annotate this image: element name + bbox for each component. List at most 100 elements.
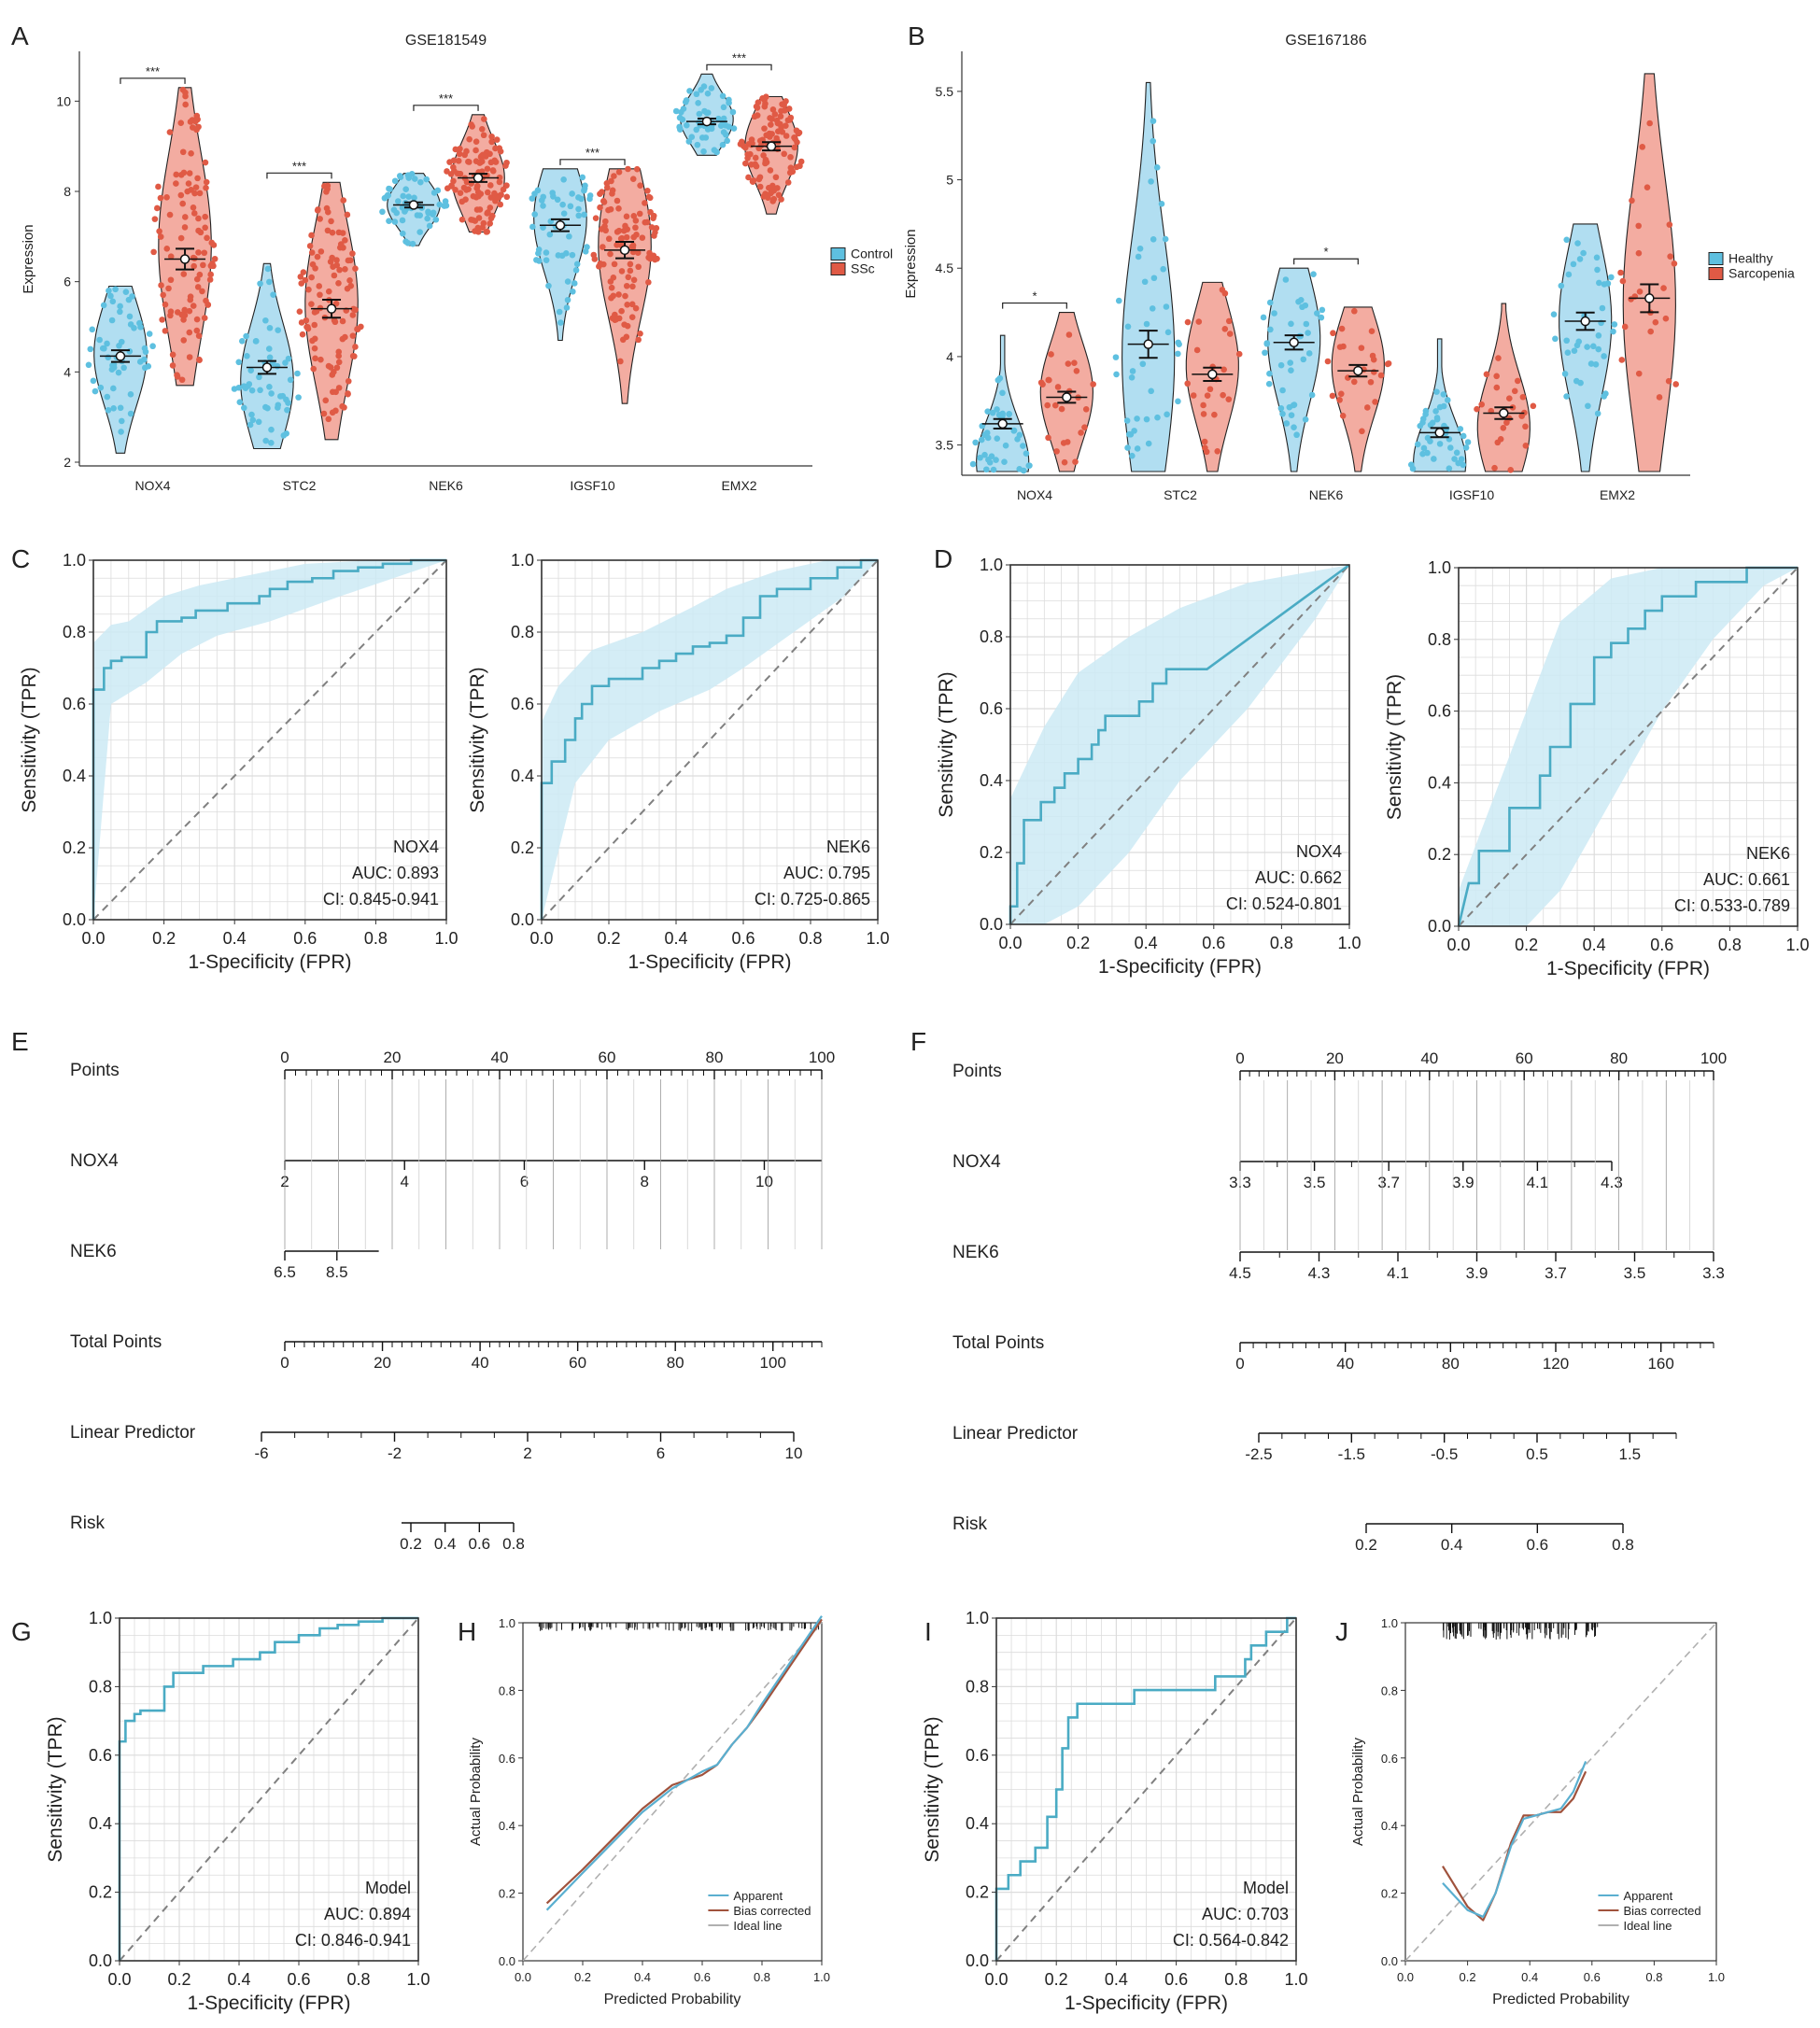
case-point [639,234,646,241]
y-tick-label: 0.0 [1428,917,1451,936]
case-point [741,160,749,167]
control-point [560,210,568,218]
control-point [240,404,247,412]
control-point [559,201,566,208]
control-point [1305,350,1313,357]
roc-panel-g: 0.00.0 0.2 0.2 0.4 0.4 0.6 0.6 0.8 0.8 1.0 1.0 1-Sp… [45,1609,430,2014]
mean-point [1434,428,1445,438]
control-point [683,97,690,104]
case-point [1635,222,1643,230]
control-point [1305,330,1311,336]
control-point [1136,245,1144,252]
case-point [495,194,502,201]
case-point [763,93,769,101]
case-point [760,152,767,159]
nomogram-tick-label: 60 [1516,1049,1533,1067]
control-point [1595,332,1602,339]
control-point [1175,350,1181,358]
case-point [316,283,323,289]
case-point [335,280,342,287]
case-point [160,291,166,299]
control-point [1271,310,1277,317]
control-point [1431,456,1437,462]
case-point [645,193,653,201]
nomogram-tick-label: 0.6 [469,1535,491,1553]
mean-point [179,254,190,264]
control-point [424,215,430,222]
case-point [299,331,306,338]
panel-letter-i: I [924,1617,932,1646]
x-tick-label: 0.0 [529,929,553,948]
nomogram-tick-label: 10 [755,1173,773,1190]
case-point [1522,423,1529,430]
control-point [1424,449,1431,457]
case-point [309,337,316,345]
legend-swatch-control [830,247,846,261]
case-point [162,301,169,308]
case-point [625,165,631,173]
control-point [283,430,289,437]
case-point [500,186,507,193]
x-tick-label: 0.6 [1164,1970,1188,1989]
case-point [462,196,469,203]
control-point [252,338,260,345]
case-point [768,121,774,128]
case-point [652,256,658,263]
case-point [342,333,348,341]
control-point [1462,444,1470,451]
case-point [622,292,628,300]
case-point [157,194,164,202]
control-point [1023,450,1030,458]
control-point [1422,407,1430,415]
legend-swatch-control [1708,252,1724,265]
case-point [1636,288,1644,295]
control-point [1601,281,1608,288]
control-point [436,201,444,208]
control-point [540,193,547,201]
case-point [1671,260,1678,267]
mean-point [997,418,1008,430]
nomogram-tick-label: 0 [280,1049,289,1066]
x-tick-label: 0.0 [1397,1970,1414,1984]
case-point [185,180,192,187]
case-point [489,167,497,174]
nomogram-tick-label: 0 [280,1354,289,1372]
case-point [325,288,332,295]
case-point [328,218,334,225]
mean-point [701,116,712,127]
case-point [162,328,169,334]
case-point [200,261,206,269]
control-point [1571,347,1578,354]
control-point [1129,368,1136,374]
case-point [647,208,654,216]
case-point [1646,120,1653,127]
case-point [344,211,351,218]
nomogram-tick-label: 40 [491,1049,509,1066]
control-point [1260,314,1267,321]
control-point [282,359,289,366]
case-point [469,123,476,130]
case-point [188,150,194,157]
case-point [465,158,472,165]
case-point [628,301,636,308]
y-tick-label: 0.2 [1428,845,1451,864]
legend-swatch-case [1708,267,1724,280]
control-point [391,218,399,225]
case-violin [1622,73,1676,472]
control-point [1550,311,1558,317]
case-point [491,190,498,197]
confidence-band [542,560,878,920]
x-tick-label: 0.8 [1270,934,1293,952]
case-point [1073,368,1080,374]
case-point [335,359,343,366]
control-point [1163,303,1170,310]
control-point [582,182,588,190]
case-point [774,185,781,191]
significance-bracket [706,63,772,71]
x-tick-label: 0.8 [754,1970,770,1984]
nomogram-tick-label: 120 [1543,1355,1569,1373]
case-point [305,286,312,293]
case-point [756,183,764,190]
control-point [1433,388,1440,395]
x-tick-label: 0.6 [731,929,755,948]
